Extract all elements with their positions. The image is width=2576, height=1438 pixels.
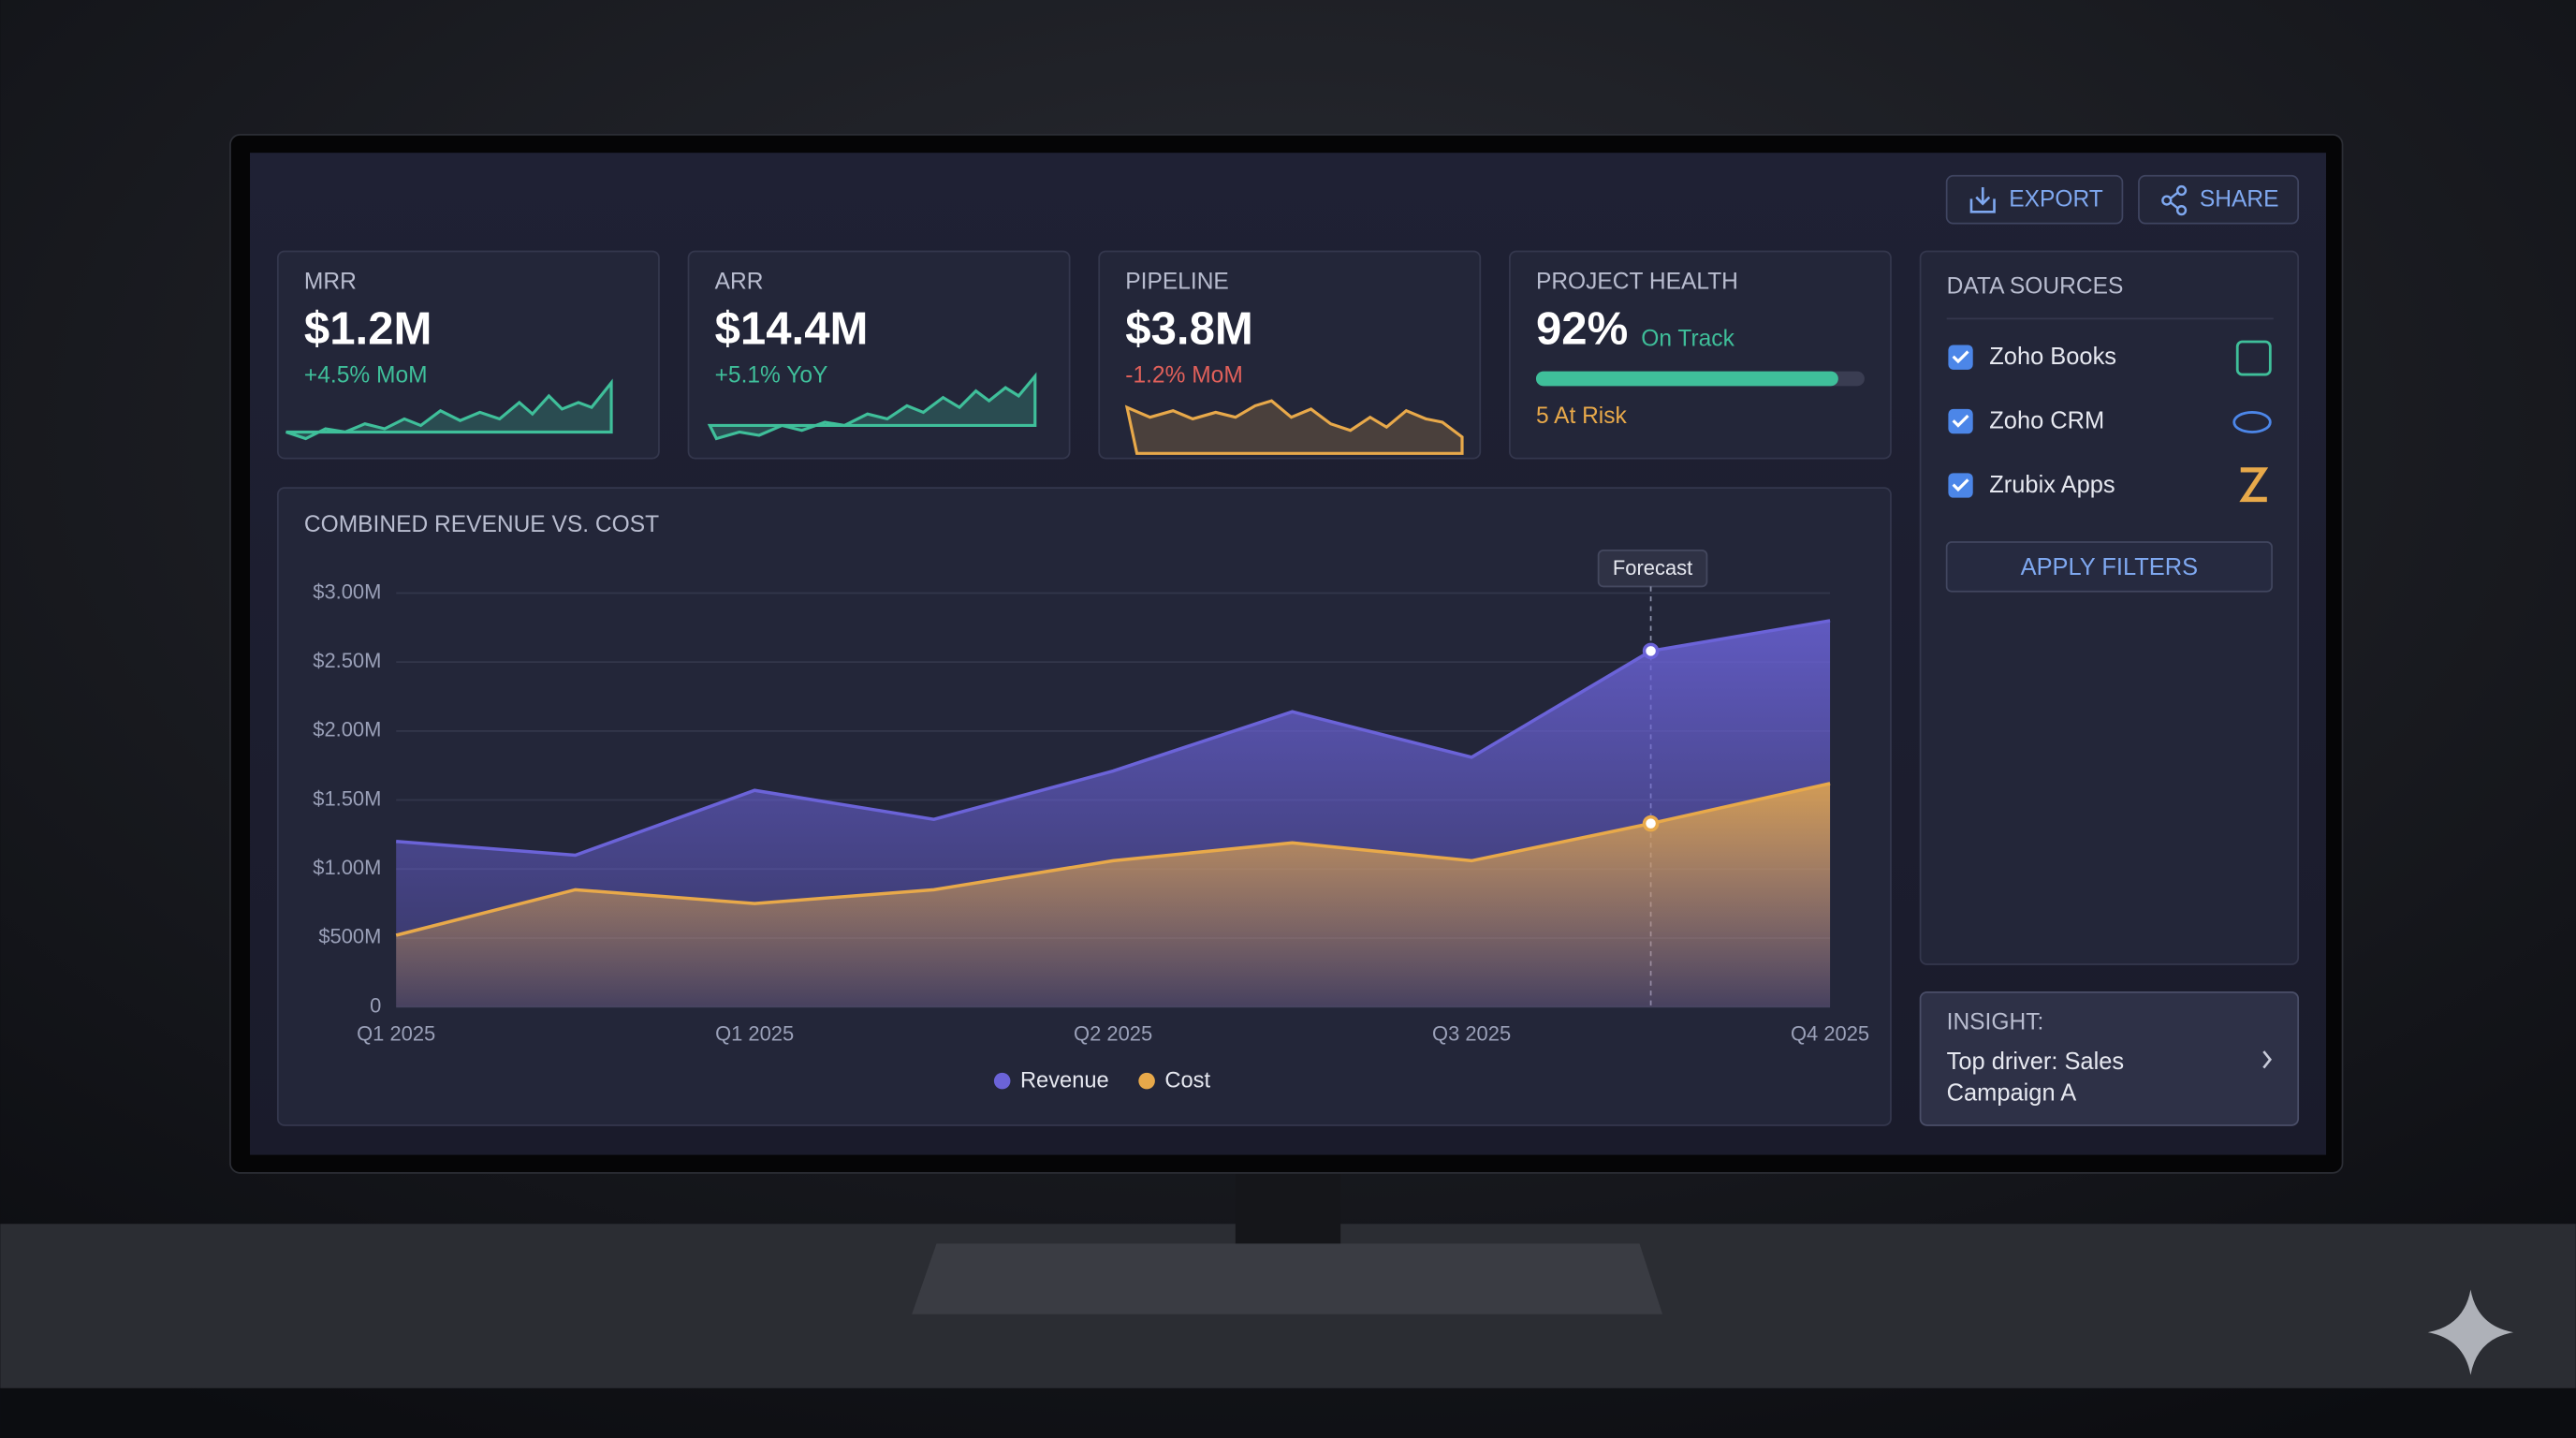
point [1642, 814, 1660, 832]
legend-swatch [1138, 1072, 1155, 1090]
source-icon [2232, 411, 2272, 433]
source-name: Zoho Books [1989, 344, 2116, 370]
check [1952, 478, 1969, 492]
kpi-card [1098, 250, 1482, 460]
sources-title: DATA SOURCES [1947, 274, 2124, 300]
x-tick-label: Q1 2025 [357, 1021, 435, 1045]
insight-title: INSIGHT: [1947, 1010, 2044, 1035]
y-tick-label: $500M [318, 925, 381, 948]
source-icon [2235, 340, 2272, 376]
check [1952, 350, 1969, 364]
legend-swatch [993, 1072, 1011, 1090]
health-status: On Track [1641, 327, 1734, 352]
apply-label: APPLY FILTERS [2021, 554, 2198, 580]
share-icon [2161, 184, 2188, 216]
sparkline [285, 378, 613, 441]
insight-card[interactable] [1919, 990, 2300, 1126]
kpi-cards: MRR $1.2M +4.5% MoM ARR $14.4M +5.1% YoY… [276, 250, 1892, 460]
annotation: Forecast [1613, 556, 1692, 580]
source-name: Zoho CRM [1989, 408, 2104, 434]
area [396, 783, 1831, 1007]
x-tick-label: Q2 2025 [1074, 1021, 1152, 1045]
kpi-label: PIPELINE [1125, 269, 1229, 294]
apply-button[interactable] [1945, 541, 2273, 593]
kpi-label: MRR [304, 269, 357, 294]
insight-text: Campaign A [1947, 1079, 2077, 1106]
y-tick-label: $2.50M [313, 649, 381, 672]
share-label: SHARE [2200, 187, 2279, 213]
point [1642, 642, 1660, 660]
sparkline [1124, 399, 1464, 455]
kpi-value: $3.8M [1125, 303, 1253, 354]
export-label: EXPORT [2009, 187, 2103, 213]
sparkline [707, 372, 1037, 441]
kpi-change: -1.2% MoM [1125, 362, 1243, 388]
chart-title: COMBINED REVENUE VS. COST [304, 512, 659, 537]
check [1952, 414, 1969, 428]
sparkle-logo [2427, 1289, 2514, 1375]
health-risk: 5 At Risk [1536, 404, 1628, 429]
stand-base [912, 1243, 1663, 1314]
sources-panel [1919, 250, 2300, 965]
health-card [1509, 250, 1892, 460]
kpi-card [687, 250, 1071, 460]
insight-text: Top driver: Sales [1947, 1049, 2124, 1075]
legend-label: Revenue [1020, 1069, 1109, 1093]
source-name: Zrubix Apps [1989, 472, 2115, 498]
y-tick-label: $1.00M [313, 856, 381, 879]
source-icon [2239, 467, 2269, 503]
chevron [2262, 1050, 2273, 1069]
y-tick-label: 0 [370, 993, 381, 1017]
kpi-label: ARR [715, 269, 764, 294]
kpi-value: $1.2M [304, 303, 432, 354]
toolbar: EXPORT SHARE [1945, 174, 2300, 225]
annotation-box [1597, 549, 1708, 588]
y-tick-label: $2.00M [313, 718, 381, 741]
x-tick-label: Q3 2025 [1432, 1021, 1511, 1045]
kpi-value: $14.4M [715, 303, 869, 354]
source-list: Zoho Books Zoho CRM Zrubix Apps [1948, 340, 2272, 503]
kpi-card [276, 250, 660, 460]
plot: 0 $500M $1.00M $1.50M $2.00M $2.50M $3.00M Q1 2… [313, 580, 1869, 1093]
x-tick-label: Q1 2025 [715, 1021, 794, 1045]
line [395, 782, 1831, 937]
x-tick-label: Q4 2025 [1791, 1021, 1869, 1045]
y-tick-label: $1.50M [313, 786, 381, 810]
line [396, 619, 1831, 858]
legend-label: Cost [1164, 1069, 1210, 1093]
health-label: PROJECT HEALTH [1536, 269, 1738, 294]
kpi-change: +4.5% MoM [304, 362, 428, 388]
y-tick-label: $3.00M [313, 580, 381, 603]
kpi-change: +5.1% YoY [715, 362, 828, 388]
export-icon [1969, 187, 1996, 213]
health-value: 92% [1536, 303, 1628, 354]
progress-bar [1535, 371, 1838, 387]
